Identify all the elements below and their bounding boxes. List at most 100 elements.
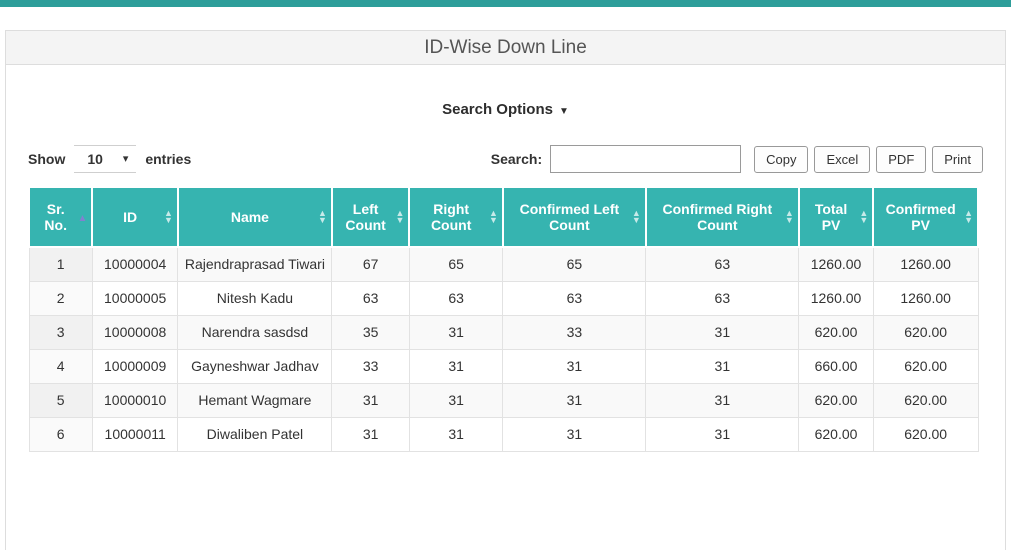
cell-confirmed-left: 31 [502,416,647,452]
column-header-total-pv[interactable]: Total PV [797,186,875,248]
copy-button[interactable]: Copy [754,145,809,173]
cell-right-count: 65 [408,246,504,282]
cell-total-pv: 1260.00 [798,246,874,282]
sort-both-icon [785,210,794,224]
entries-label: entries [145,151,192,167]
sort-both-icon [964,210,973,224]
column-header-id[interactable]: ID [91,186,179,248]
cell-sr-no: 4 [28,348,93,384]
cell-confirmed-left: 65 [502,246,647,282]
cell-confirmed-pv: 620.00 [872,314,979,350]
cell-confirmed-left: 33 [502,314,647,350]
cell-right-count: 31 [408,416,504,452]
chevron-down-icon [559,101,569,118]
search-options-label: Search Options [442,101,553,118]
downline-panel: ID-Wise Down Line Search Options Show 10… [5,30,1006,550]
table-row: 4 10000009 Gayneshwar Jadhav 33 31 31 31… [28,348,979,384]
cell-left-count: 67 [331,246,410,282]
cell-left-count: 33 [331,348,410,384]
downline-table: Sr. No. ID Name Left Count [27,186,979,452]
print-button[interactable]: Print [932,145,983,173]
table-row: 3 10000008 Narendra sasdsd 35 31 33 31 6… [28,314,979,350]
column-header-name[interactable]: Name [176,186,333,248]
page-size-select[interactable]: 10 [74,145,137,173]
panel-body: Search Options Show 10 entries Search: C… [6,65,1005,482]
cell-name: Diwaliben Patel [177,416,333,452]
cell-confirmed-left: 63 [502,280,647,316]
search-options-toggle[interactable]: Search Options [28,101,983,118]
sort-both-icon [395,210,404,224]
cell-sr-no: 2 [28,280,93,316]
cell-sr-no: 5 [28,382,93,418]
cell-total-pv: 620.00 [798,416,874,452]
cell-id: 10000005 [91,280,179,316]
column-header-left-count[interactable]: Left Count [330,186,411,248]
cell-sr-no: 1 [28,246,93,282]
table-row: 6 10000011 Diwaliben Patel 31 31 31 31 6… [28,416,979,452]
cell-right-count: 31 [408,314,504,350]
search-and-export: Search: Copy Excel PDF Print [491,145,983,173]
cell-confirmed-right: 31 [645,382,800,418]
cell-confirmed-pv: 620.00 [872,348,979,384]
cell-id: 10000010 [91,382,179,418]
column-header-sr-no[interactable]: Sr. No. [27,186,94,248]
cell-name: Nitesh Kadu [177,280,333,316]
cell-confirmed-pv: 620.00 [872,416,979,452]
cell-confirmed-pv: 620.00 [872,382,979,418]
cell-confirmed-right: 31 [645,314,800,350]
column-header-confirmed-pv[interactable]: Confirmed PV [872,186,979,248]
column-header-confirmed-right-count[interactable]: Confirmed Right Count [644,186,800,248]
table-controls: Show 10 entries Search: Copy Excel PDF P… [28,145,983,173]
cell-confirmed-right: 31 [645,348,800,384]
search-label: Search: [490,151,543,167]
show-entries-control: Show 10 entries [28,145,191,173]
cell-left-count: 31 [331,382,410,418]
sort-both-icon [859,210,868,224]
top-accent-bar [0,0,1011,7]
cell-confirmed-right: 31 [645,416,800,452]
cell-confirmed-right: 63 [645,246,800,282]
cell-total-pv: 1260.00 [798,280,874,316]
cell-name: Narendra sasdsd [177,314,333,350]
cell-left-count: 35 [331,314,410,350]
pdf-button[interactable]: PDF [876,145,927,173]
column-header-confirmed-left-count[interactable]: Confirmed Left Count [501,186,647,248]
table-row: 1 10000004 Rajendraprasad Tiwari 67 65 6… [28,246,979,282]
cell-name: Gayneshwar Jadhav [177,348,333,384]
page-size-select-wrap: 10 [74,145,137,173]
sort-both-icon [632,210,641,224]
search-input[interactable] [550,145,742,173]
cell-confirmed-left: 31 [502,348,647,384]
cell-confirmed-right: 63 [645,280,800,316]
excel-button[interactable]: Excel [814,145,871,173]
table-header-row: Sr. No. ID Name Left Count [27,186,979,248]
table-row: 5 10000010 Hemant Wagmare 31 31 31 31 62… [28,382,979,418]
cell-total-pv: 620.00 [798,314,874,350]
cell-left-count: 31 [331,416,410,452]
cell-id: 10000008 [91,314,179,350]
sort-both-icon [164,210,173,224]
cell-confirmed-pv: 1260.00 [872,246,979,282]
cell-id: 10000011 [91,416,179,452]
cell-right-count: 63 [408,280,504,316]
cell-name: Rajendraprasad Tiwari [177,246,333,282]
cell-id: 10000009 [91,348,179,384]
cell-confirmed-pv: 1260.00 [872,280,979,316]
column-header-right-count[interactable]: Right Count [408,186,504,248]
table-row: 2 10000005 Nitesh Kadu 63 63 63 63 1260.… [28,280,979,316]
sort-asc-icon [77,211,87,223]
cell-name: Hemant Wagmare [177,382,333,418]
cell-confirmed-left: 31 [502,382,647,418]
cell-total-pv: 620.00 [798,382,874,418]
cell-left-count: 63 [331,280,410,316]
sort-both-icon [489,210,498,224]
cell-right-count: 31 [408,348,504,384]
cell-right-count: 31 [408,382,504,418]
page-title: ID-Wise Down Line [6,31,1005,65]
cell-sr-no: 6 [28,416,93,452]
cell-total-pv: 660.00 [798,348,874,384]
cell-sr-no: 3 [28,314,93,350]
cell-id: 10000004 [91,246,179,282]
show-label: Show [28,151,66,167]
sort-both-icon [318,210,327,224]
